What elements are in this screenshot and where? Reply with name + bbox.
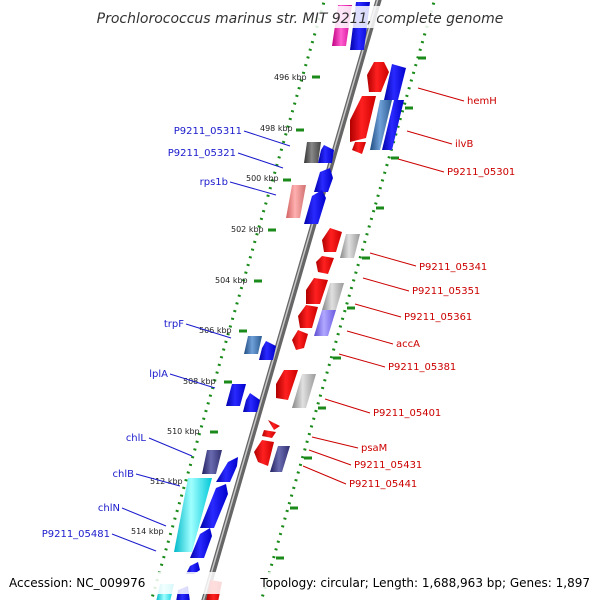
- gene-feature[interactable]: [367, 62, 389, 92]
- gene-feature[interactable]: [322, 228, 342, 252]
- kbp-label: 498 kbp: [260, 124, 293, 133]
- gene-label[interactable]: P9211_05311: [174, 126, 242, 137]
- kbp-label: 510 kbp: [167, 427, 200, 436]
- gene-feature[interactable]: [270, 446, 290, 472]
- gene-feature[interactable]: [318, 145, 334, 163]
- gene-label[interactable]: lplA: [149, 369, 168, 380]
- gene-feature[interactable]: [292, 330, 308, 350]
- gene-feature[interactable]: [350, 96, 376, 142]
- gene-label[interactable]: P9211_05361: [404, 312, 472, 323]
- gene-label[interactable]: P9211_05351: [412, 286, 480, 297]
- kbp-label: 496 kbp: [274, 73, 307, 82]
- map-title: Prochlorococcus marinus str. MIT 9211, c…: [97, 11, 504, 27]
- gene-feature[interactable]: [174, 478, 212, 552]
- outer-dotted-track-right: [259, 0, 437, 600]
- gene-label[interactable]: chlL: [126, 433, 147, 444]
- gene-feature[interactable]: [340, 234, 360, 258]
- gene-feature[interactable]: [292, 374, 316, 408]
- gene-label[interactable]: P9211_05301: [447, 167, 515, 178]
- gene-feature[interactable]: [259, 341, 276, 360]
- kbp-labels: 496 kbp 498 kbp 500 kbp 502 kbp 504 kbp …: [131, 73, 307, 536]
- genome-backbone-highlight: [202, 0, 379, 600]
- gene-label[interactable]: P9211_05481: [42, 529, 110, 540]
- gene-label[interactable]: accA: [396, 339, 420, 350]
- left-leader-lines: [111, 130, 291, 552]
- gene-feature[interactable]: [268, 420, 280, 430]
- gene-label[interactable]: hemH: [467, 96, 497, 107]
- gene-feature[interactable]: [384, 64, 406, 100]
- gene-feature[interactable]: [352, 142, 366, 154]
- gene-feature[interactable]: [186, 562, 200, 574]
- gene-feature[interactable]: [370, 100, 392, 150]
- reverse-strand-genes: [206, 62, 406, 600]
- kbp-label: 508 kbp: [183, 377, 216, 386]
- gene-label[interactable]: ilvB: [455, 139, 473, 150]
- gene-feature[interactable]: [254, 440, 274, 466]
- gene-feature[interactable]: [190, 528, 212, 558]
- outer-dotted-track-left: [149, 0, 327, 600]
- genome-backbone: [201, 0, 382, 600]
- right-gene-labels: hemH ilvB P9211_05301 P9211_05341 P9211_…: [349, 96, 515, 490]
- genome-summary-text: Topology: circular; Length: 1,688,963 bp…: [259, 576, 590, 590]
- gene-feature[interactable]: [202, 450, 222, 474]
- kbp-label: 514 kbp: [131, 527, 164, 536]
- gene-feature[interactable]: [314, 310, 336, 336]
- gene-feature[interactable]: [243, 393, 260, 412]
- gene-feature[interactable]: [304, 190, 326, 224]
- gene-feature[interactable]: [262, 430, 276, 438]
- gene-feature[interactable]: [216, 457, 238, 482]
- gene-label[interactable]: P9211_05441: [349, 479, 417, 490]
- gene-feature[interactable]: [322, 283, 344, 310]
- gene-feature[interactable]: [276, 370, 298, 400]
- kbp-label: 512 kbp: [150, 477, 183, 486]
- gene-feature[interactable]: [314, 168, 333, 192]
- gene-feature[interactable]: [382, 100, 404, 150]
- kbp-label: 504 kbp: [215, 276, 248, 285]
- gene-feature[interactable]: [226, 384, 246, 406]
- kbp-label: 506 kbp: [199, 326, 232, 335]
- gene-label[interactable]: psaM: [361, 443, 387, 454]
- gene-label[interactable]: P9211_05401: [373, 408, 441, 419]
- gene-feature[interactable]: [306, 278, 328, 304]
- gene-label[interactable]: chlB: [113, 469, 135, 480]
- gene-label[interactable]: trpF: [164, 319, 184, 330]
- gene-feature[interactable]: [244, 336, 262, 354]
- gene-feature[interactable]: [316, 256, 334, 274]
- gene-label[interactable]: P9211_05341: [419, 262, 487, 273]
- gene-feature[interactable]: [304, 142, 321, 163]
- accession-text: Accession: NC_009976: [9, 576, 145, 590]
- title-backdrop: [90, 6, 510, 28]
- gene-feature[interactable]: [298, 305, 318, 328]
- kbp-label: 500 kbp: [246, 174, 279, 183]
- footer-backdrop: [0, 572, 600, 594]
- gene-label[interactable]: P9211_05381: [388, 362, 456, 373]
- right-leader-lines: [302, 87, 465, 485]
- gene-label[interactable]: rps1b: [200, 177, 228, 188]
- gene-feature[interactable]: [200, 484, 228, 528]
- kbp-label: 502 kbp: [231, 225, 264, 234]
- left-gene-labels: P9211_05311 P9211_05321 rps1b trpF lplA …: [42, 126, 242, 540]
- gene-label[interactable]: P9211_05431: [354, 460, 422, 471]
- gene-feature[interactable]: [286, 185, 306, 218]
- gene-label[interactable]: chlN: [98, 503, 120, 514]
- gene-label[interactable]: P9211_05321: [168, 148, 236, 159]
